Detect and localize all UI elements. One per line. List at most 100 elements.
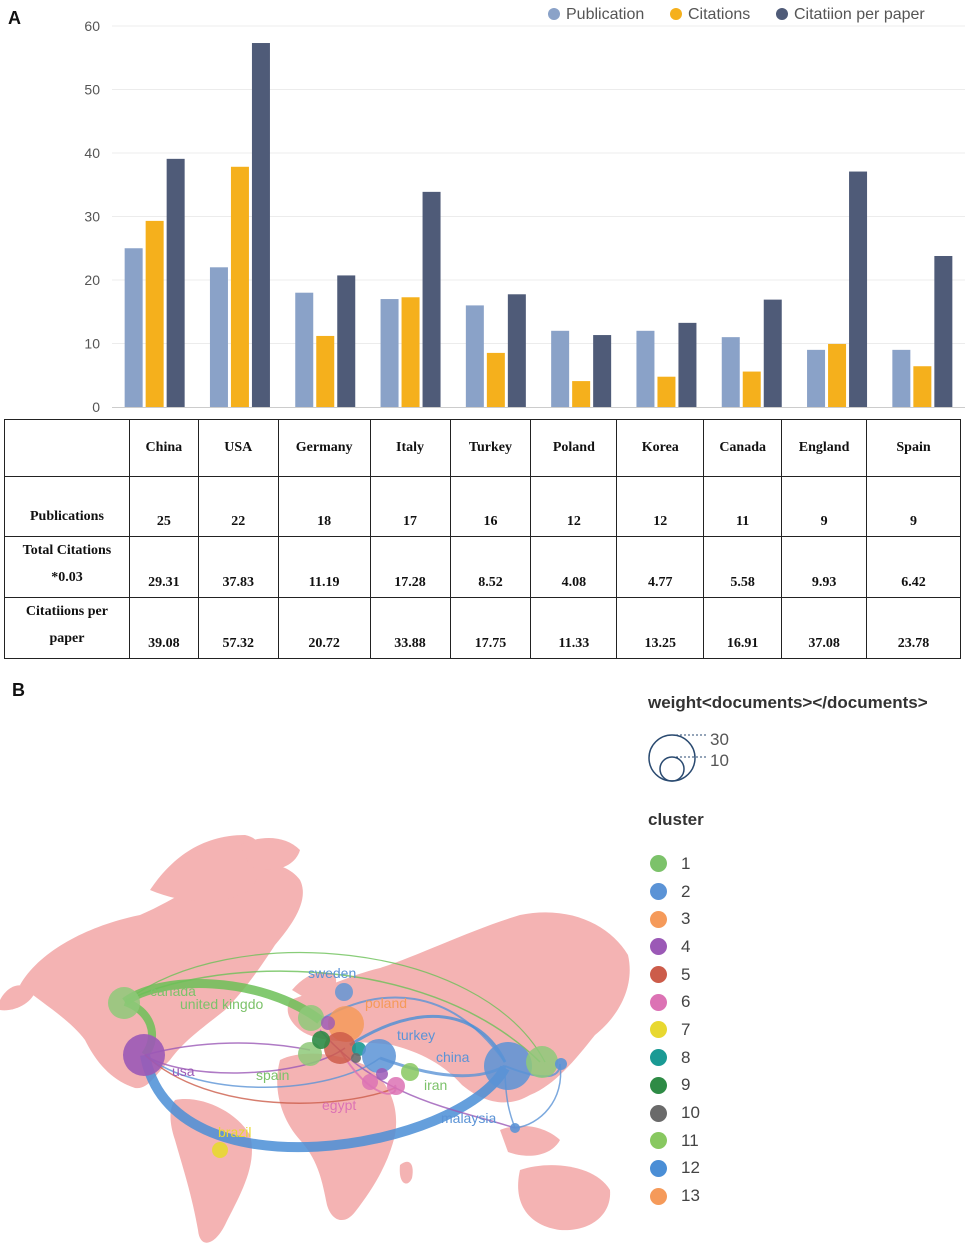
cluster-number: 12: [681, 1158, 700, 1178]
table-header-cell: China: [128, 419, 199, 477]
y-tick-label: 50: [84, 82, 100, 98]
bar-publication-canada: [721, 337, 740, 407]
cluster-color-dot: [650, 1159, 667, 1177]
bar-citation-per-paper-turkey: [507, 294, 526, 407]
node-turkey[interactable]: [362, 1039, 396, 1073]
weight-value-30: 30: [710, 730, 729, 749]
node-cluster-10[interactable]: [351, 1053, 361, 1063]
table-cell: 12: [530, 476, 618, 537]
table-cell: 11.33: [530, 597, 618, 659]
row-label-line2: *0.03: [51, 570, 83, 585]
cluster-legend-item: 13: [650, 1182, 700, 1210]
node-germany[interactable]: [324, 1032, 356, 1064]
table-cell: 9: [781, 476, 868, 537]
label-sweden: sweden: [308, 965, 356, 981]
bar-citation-per-paper-usa: [251, 43, 270, 407]
node-canada[interactable]: [108, 987, 140, 1019]
label-turkey: turkey: [397, 1027, 435, 1043]
table-cell: 17: [369, 476, 451, 537]
bar-publication-poland: [551, 330, 570, 407]
node-cluster-11[interactable]: [526, 1046, 558, 1078]
table-cell: 9.93: [781, 536, 868, 598]
table-cell: 25: [128, 476, 199, 537]
bar-chart: 0 10 20 30 40 50 60 Publication Citations Cita…: [84, 6, 965, 415]
country-labels: canada united kingdo sweden poland turke…: [150, 965, 496, 1140]
legend-citation-per-paper: Citatiion per paper: [794, 6, 925, 23]
bar-citations-turkey: [486, 352, 505, 407]
node-cluster-4-small[interactable]: [321, 1016, 335, 1030]
panel-a-label: A: [8, 8, 21, 28]
chart-bars: [124, 43, 953, 407]
label-china: china: [436, 1049, 470, 1065]
cluster-color-dot: [650, 1021, 667, 1039]
y-tick-label: 30: [84, 209, 100, 225]
label-iran: iran: [424, 1077, 447, 1093]
table-header-cell: USA: [197, 419, 279, 477]
table-header-cell: Italy: [369, 419, 451, 477]
bar-citations-poland: [572, 381, 591, 407]
table-corner-cell: [4, 419, 130, 477]
bar-citation-per-paper-poland: [593, 335, 612, 407]
table-row-total-citations: Total Citations *0.03 29.31 37.83 11.19 1…: [4, 536, 961, 598]
node-egypt[interactable]: [362, 1074, 378, 1090]
cluster-color-dot: [650, 1104, 667, 1122]
table-header-cell: Germany: [277, 419, 371, 477]
data-table: China USA Germany Italy Turkey Poland Ko…: [4, 419, 961, 659]
table-cell: 39.08: [128, 597, 199, 659]
cluster-color-dot: [650, 910, 667, 928]
node-spain[interactable]: [298, 1042, 322, 1066]
cluster-legend-item: 9: [650, 1072, 700, 1100]
table-cell: 37.83: [197, 536, 279, 598]
node-china[interactable]: [484, 1042, 532, 1090]
node-sweden[interactable]: [335, 983, 353, 1001]
node-united-kingdom[interactable]: [298, 1005, 324, 1031]
label-malaysia: malaysia: [441, 1110, 496, 1126]
row-label-line1: Publications: [29, 509, 104, 524]
cluster-color-dot: [650, 1132, 667, 1150]
panel-b-label: B: [12, 680, 25, 700]
table-cell: 37.08: [781, 597, 868, 659]
cluster-number: 7: [681, 1019, 691, 1039]
table-cell: 12: [616, 476, 705, 537]
label-united-kingdom: united kingdo: [180, 996, 264, 1012]
bar-citation-per-paper-china: [166, 158, 185, 407]
cluster-legend-item: 1: [650, 850, 700, 878]
node-malaysia[interactable]: [510, 1123, 520, 1133]
cluster-number: 5: [681, 964, 691, 984]
row-label-line2: paper: [49, 631, 85, 646]
node-cluster-4-mid[interactable]: [376, 1068, 388, 1080]
cluster-legend-item: 7: [650, 1016, 700, 1044]
collaboration-map: canada united kingdo sweden poland turke…: [0, 835, 630, 1243]
label-egypt: egypt: [322, 1097, 356, 1113]
table-cell: 23.78: [866, 597, 961, 659]
table-cell: 16: [449, 476, 532, 537]
node-cluster-9[interactable]: [312, 1031, 330, 1049]
node-iran[interactable]: [401, 1063, 419, 1081]
cluster-legend: 1 2 3 4 5 6 7 8 9 10 11 12 13: [650, 850, 700, 1210]
weight-legend-circles: [648, 734, 706, 782]
legend-citations-marker: [670, 8, 682, 20]
table-cell: 22: [197, 476, 279, 537]
y-tick-label: 60: [84, 18, 100, 34]
table-cell: 4.08: [530, 536, 618, 598]
legend-publication-marker: [548, 8, 560, 20]
cluster-number: 9: [681, 1075, 691, 1095]
cluster-color-dot: [650, 883, 667, 901]
cluster-number: 1: [681, 853, 691, 873]
node-usa[interactable]: [123, 1034, 165, 1076]
cluster-legend-item: 6: [650, 988, 700, 1016]
y-tick-label: 40: [84, 145, 100, 161]
cluster-number: 10: [681, 1103, 700, 1123]
bar-citation-per-paper-germany: [337, 275, 356, 407]
table-header-row: China USA Germany Italy Turkey Poland Ko…: [4, 419, 961, 477]
table-cell: 4.77: [616, 536, 705, 598]
table-cell: 20.72: [277, 597, 371, 659]
node-brazil[interactable]: [212, 1142, 228, 1158]
cluster-color-dot: [650, 1187, 667, 1205]
node-cluster-6[interactable]: [387, 1077, 405, 1095]
table-header-cell: Spain: [866, 419, 961, 477]
cluster-number: 11: [681, 1130, 699, 1150]
cluster-legend-item: 8: [650, 1044, 700, 1072]
node-japan[interactable]: [555, 1058, 567, 1070]
weight-circle-small: [659, 756, 685, 782]
